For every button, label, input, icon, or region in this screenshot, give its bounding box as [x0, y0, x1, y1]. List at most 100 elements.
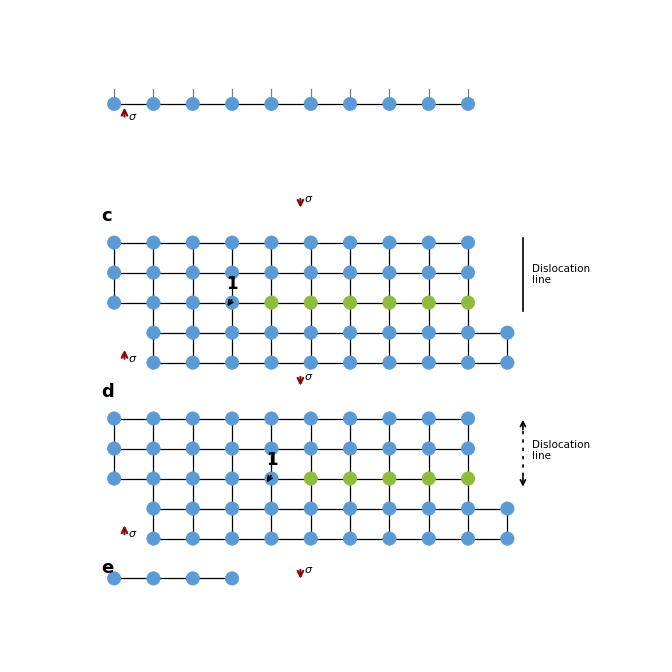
Circle shape — [265, 236, 278, 249]
Circle shape — [462, 296, 475, 309]
Circle shape — [304, 412, 317, 425]
Circle shape — [146, 236, 160, 249]
Circle shape — [265, 472, 278, 485]
Circle shape — [225, 412, 239, 425]
Circle shape — [422, 296, 435, 309]
Text: d: d — [101, 383, 114, 401]
Circle shape — [501, 532, 514, 545]
Text: Dislocation
line: Dislocation line — [532, 439, 590, 462]
Circle shape — [108, 412, 121, 425]
Circle shape — [304, 266, 317, 280]
Circle shape — [422, 472, 435, 485]
Circle shape — [382, 472, 396, 485]
Circle shape — [186, 356, 200, 370]
Circle shape — [382, 442, 396, 455]
Circle shape — [146, 502, 160, 515]
Text: Dislocation
line: Dislocation line — [532, 264, 590, 286]
Circle shape — [382, 97, 396, 111]
Circle shape — [225, 326, 239, 339]
Circle shape — [343, 326, 357, 339]
Circle shape — [108, 236, 121, 249]
Circle shape — [265, 296, 278, 309]
Circle shape — [265, 356, 278, 370]
Circle shape — [382, 296, 396, 309]
Circle shape — [265, 502, 278, 515]
Circle shape — [265, 532, 278, 545]
Circle shape — [462, 472, 475, 485]
Circle shape — [343, 296, 357, 309]
Circle shape — [343, 356, 357, 370]
Circle shape — [186, 502, 200, 515]
Circle shape — [225, 356, 239, 370]
Circle shape — [146, 572, 160, 585]
Circle shape — [304, 296, 317, 309]
Circle shape — [146, 442, 160, 455]
Circle shape — [422, 442, 435, 455]
Text: σ: σ — [304, 564, 312, 575]
Circle shape — [462, 442, 475, 455]
Circle shape — [265, 326, 278, 339]
Text: 1: 1 — [226, 276, 238, 293]
Circle shape — [422, 356, 435, 370]
Circle shape — [343, 97, 357, 111]
Circle shape — [225, 502, 239, 515]
Circle shape — [462, 97, 475, 111]
Circle shape — [186, 472, 200, 485]
Circle shape — [186, 442, 200, 455]
Circle shape — [304, 236, 317, 249]
Circle shape — [304, 502, 317, 515]
Circle shape — [382, 236, 396, 249]
Circle shape — [108, 442, 121, 455]
Circle shape — [422, 266, 435, 280]
Circle shape — [382, 412, 396, 425]
Circle shape — [422, 502, 435, 515]
Circle shape — [343, 442, 357, 455]
Text: 1: 1 — [265, 451, 277, 469]
Circle shape — [265, 442, 278, 455]
Circle shape — [186, 266, 200, 280]
Text: c: c — [101, 208, 112, 225]
Circle shape — [225, 97, 239, 111]
Circle shape — [186, 236, 200, 249]
Circle shape — [225, 442, 239, 455]
Circle shape — [422, 97, 435, 111]
Circle shape — [304, 97, 317, 111]
Circle shape — [186, 326, 200, 339]
Text: σ: σ — [304, 372, 312, 382]
Circle shape — [462, 236, 475, 249]
Text: σ: σ — [128, 530, 136, 540]
Circle shape — [382, 502, 396, 515]
Circle shape — [382, 326, 396, 339]
Circle shape — [462, 412, 475, 425]
Circle shape — [304, 356, 317, 370]
Circle shape — [462, 356, 475, 370]
Text: σ: σ — [304, 194, 312, 204]
Circle shape — [462, 532, 475, 545]
Circle shape — [462, 326, 475, 339]
Circle shape — [343, 532, 357, 545]
Circle shape — [186, 412, 200, 425]
Circle shape — [146, 326, 160, 339]
Circle shape — [422, 532, 435, 545]
Circle shape — [422, 326, 435, 339]
Circle shape — [186, 532, 200, 545]
Circle shape — [108, 266, 121, 280]
Circle shape — [501, 502, 514, 515]
Circle shape — [304, 326, 317, 339]
Circle shape — [186, 572, 200, 585]
Circle shape — [146, 266, 160, 280]
Circle shape — [225, 472, 239, 485]
Circle shape — [225, 572, 239, 585]
Circle shape — [225, 236, 239, 249]
Circle shape — [304, 532, 317, 545]
Circle shape — [186, 97, 200, 111]
Circle shape — [343, 412, 357, 425]
Circle shape — [225, 266, 239, 280]
Circle shape — [108, 472, 121, 485]
Circle shape — [462, 502, 475, 515]
Circle shape — [146, 412, 160, 425]
Circle shape — [186, 296, 200, 309]
Circle shape — [265, 266, 278, 280]
Circle shape — [462, 266, 475, 280]
Circle shape — [422, 412, 435, 425]
